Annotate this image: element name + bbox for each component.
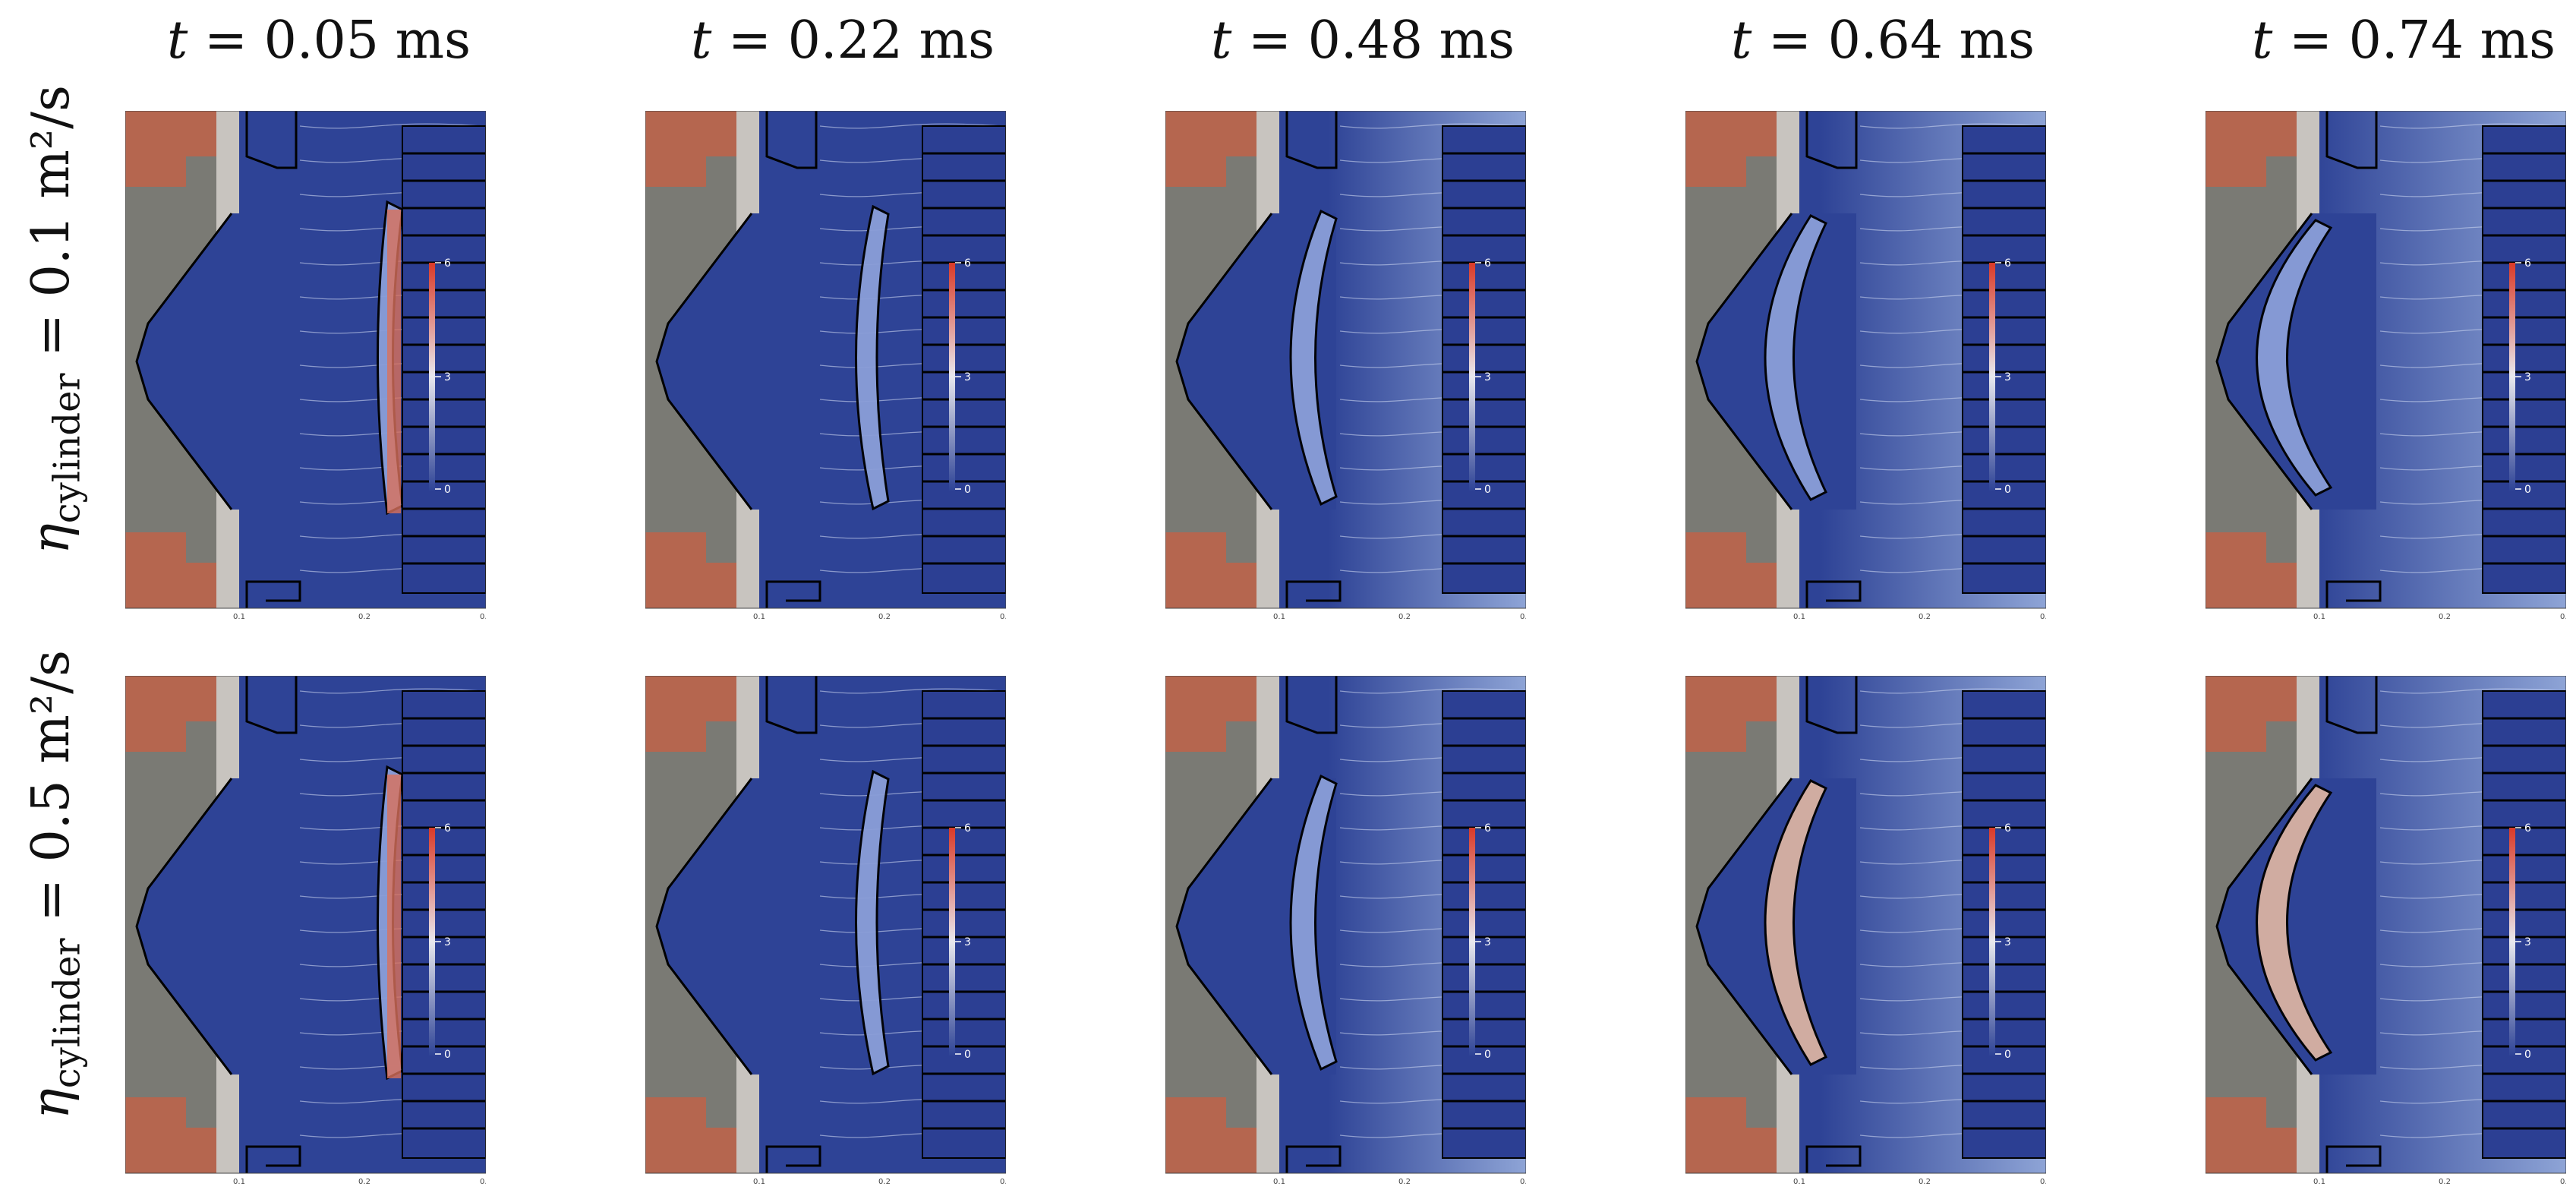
x-tick-label: 0.1: [753, 613, 765, 621]
x-tick-label: 0.2: [1398, 613, 1411, 621]
x-tick-label: 0.1: [753, 1178, 765, 1186]
row-label-1: ηcylinder = 0.1 m²/s: [21, 85, 89, 554]
field-plot: 6 3 0 0.1 0.2 0.3: [2206, 676, 2566, 1186]
colorbar-tick-label: 3: [2524, 936, 2531, 948]
x-tick-label: 0.3: [480, 1178, 486, 1186]
colorbar-tick-label: 0: [964, 1049, 971, 1061]
x-tick-label: 0.2: [2439, 1178, 2451, 1186]
colorbar-tick-label: 6: [1484, 257, 1491, 270]
simulation-panel-r2-c5: 6 3 0 0.1 0.2 0.3: [2206, 676, 2566, 1196]
x-tick-label: 0.1: [1273, 613, 1285, 621]
field-plot: 6 3 0 0.1 0.2 0.3: [125, 111, 486, 621]
field-plot: 6 3 0 0.1 0.2 0.3: [1165, 676, 1526, 1186]
colorbar-tick-label: 3: [964, 371, 971, 383]
colorbar-tick-label: 6: [444, 822, 451, 835]
x-tick-label: 0.1: [1273, 1178, 1285, 1186]
colorbar-tick-label: 0: [964, 484, 971, 496]
colorbar-tick-label: 3: [2004, 936, 2011, 948]
simulation-panel-r1-c2: 6 3 0 0.1 0.2 0.3: [645, 111, 1006, 631]
simulation-panel-r1-c1: 6 3 0 0.1 0.2 0.3: [125, 111, 486, 631]
field-plot: 6 3 0 0.1 0.2 0.3: [645, 111, 1006, 621]
colorbar-tick-label: 3: [1484, 371, 1491, 383]
simulation-panel-r1-c5: 6 3 0 0.1 0.2 0.3: [2206, 111, 2566, 631]
simulation-panel-r2-c1: 6 3 0 0.1 0.2 0.3: [125, 676, 486, 1196]
simulation-panel-r2-c4: 6 3 0 0.1 0.2 0.3: [1685, 676, 2046, 1196]
field-plot: 6 3 0 0.1 0.2 0.3: [1165, 111, 1526, 621]
colorbar-tick-label: 3: [2524, 371, 2531, 383]
x-tick-label: 0.3: [1000, 1178, 1006, 1186]
colorbar-tick-label: 6: [2524, 822, 2531, 835]
colorbar-tick-label: 0: [2524, 484, 2531, 496]
colorbar-tick-label: 0: [444, 1049, 451, 1061]
field-plot: 6 3 0 0.1 0.2 0.3: [125, 676, 486, 1186]
colorbar-tick-label: 3: [964, 936, 971, 948]
simulation-panel-r2-c3: 6 3 0 0.1 0.2 0.3: [1165, 676, 1526, 1196]
x-tick-label: 0.1: [1793, 1178, 1805, 1186]
field-plot: 6 3 0 0.1 0.2 0.3: [1685, 676, 2046, 1186]
colorbar-tick-label: 0: [1484, 1049, 1491, 1061]
x-tick-label: 0.1: [2313, 1178, 2325, 1186]
x-tick-label: 0.2: [1919, 1178, 1931, 1186]
x-tick-label: 0.1: [233, 613, 245, 621]
colorbar-tick-label: 6: [444, 257, 451, 270]
simulation-panel-r2-c2: 6 3 0 0.1 0.2 0.3: [645, 676, 1006, 1196]
simulation-panel-r1-c3: 6 3 0 0.1 0.2 0.3: [1165, 111, 1526, 631]
colorbar-tick-label: 3: [444, 936, 451, 948]
colorbar-tick-label: 3: [2004, 371, 2011, 383]
x-tick-label: 0.3: [2040, 613, 2046, 621]
x-tick-label: 0.2: [358, 613, 370, 621]
x-tick-label: 0.2: [2439, 613, 2451, 621]
x-tick-label: 0.1: [1793, 613, 1805, 621]
colorbar-tick-label: 6: [2004, 257, 2011, 270]
field-plot: 6 3 0 0.1 0.2 0.3: [1685, 111, 2046, 621]
x-tick-label: 0.3: [2040, 1178, 2046, 1186]
x-tick-label: 0.2: [358, 1178, 370, 1186]
column-header-1: t = 0.05 ms: [167, 11, 471, 71]
simulation-panel-r1-c4: 6 3 0 0.1 0.2 0.3: [1685, 111, 2046, 631]
colorbar-tick-label: 6: [1484, 822, 1491, 835]
colorbar-tick-label: 6: [2004, 822, 2011, 835]
x-tick-label: 0.3: [480, 613, 486, 621]
x-tick-label: 0.3: [1520, 1178, 1526, 1186]
row-label-2: ηcylinder = 0.5 m²/s: [21, 650, 89, 1119]
field-plot: 6 3 0 0.1 0.2 0.3: [645, 676, 1006, 1186]
column-header-3: t = 0.48 ms: [1211, 11, 1515, 71]
colorbar-tick-label: 3: [444, 371, 451, 383]
x-tick-label: 0.3: [2560, 613, 2566, 621]
x-tick-label: 0.2: [878, 613, 891, 621]
colorbar-tick-label: 0: [444, 484, 451, 496]
colorbar-tick-label: 0: [2524, 1049, 2531, 1061]
x-tick-label: 0.3: [1520, 613, 1526, 621]
field-plot: 6 3 0 0.1 0.2 0.3: [2206, 111, 2566, 621]
colorbar-tick-label: 0: [2004, 1049, 2011, 1061]
colorbar-tick-label: 0: [2004, 484, 2011, 496]
column-header-2: t = 0.22 ms: [691, 11, 995, 71]
x-tick-label: 0.1: [233, 1178, 245, 1186]
x-tick-label: 0.2: [878, 1178, 891, 1186]
column-header-5: t = 0.74 ms: [2252, 11, 2556, 71]
colorbar-tick-label: 6: [964, 257, 971, 270]
colorbar-tick-label: 6: [964, 822, 971, 835]
x-tick-label: 0.3: [1000, 613, 1006, 621]
x-tick-label: 0.3: [2560, 1178, 2566, 1186]
x-tick-label: 0.2: [1398, 1178, 1411, 1186]
colorbar-tick-label: 0: [1484, 484, 1491, 496]
x-tick-label: 0.1: [2313, 613, 2325, 621]
colorbar-tick-label: 6: [2524, 257, 2531, 270]
colorbar-tick-label: 3: [1484, 936, 1491, 948]
x-tick-label: 0.2: [1919, 613, 1931, 621]
column-header-4: t = 0.64 ms: [1731, 11, 2035, 71]
